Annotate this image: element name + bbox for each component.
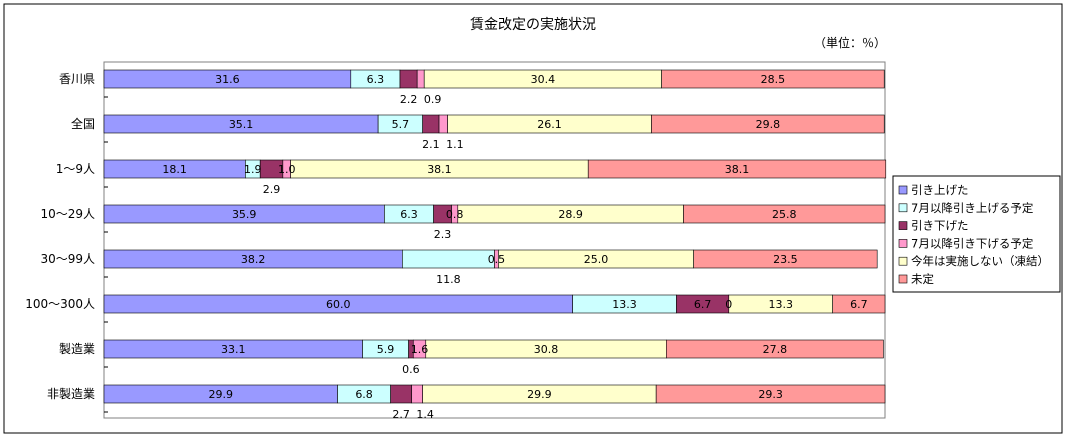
bar-segment bbox=[661, 69, 885, 89]
data-label: 38.2 bbox=[241, 253, 266, 266]
data-label: 0 bbox=[725, 298, 732, 311]
legend-entry: 7月以降引き下げる予定 bbox=[911, 236, 1034, 250]
bar-segment bbox=[587, 159, 887, 179]
data-label: 18.1 bbox=[162, 163, 187, 176]
legend-box bbox=[892, 175, 1061, 293]
unit-label: （単位：％） bbox=[814, 35, 886, 50]
data-label: 1.4 bbox=[416, 408, 434, 421]
data-label: 2.7 bbox=[392, 408, 410, 421]
category-label: 非製造業 bbox=[47, 387, 95, 401]
data-label: 29.9 bbox=[209, 388, 234, 401]
chart-title: 賃金改定の実施状況 bbox=[470, 17, 596, 33]
bar-segment bbox=[438, 114, 448, 134]
data-label: 2.3 bbox=[434, 228, 452, 241]
data-label: 29.3 bbox=[758, 388, 783, 401]
data-label: 25.0 bbox=[584, 253, 609, 266]
data-label: 30.8 bbox=[534, 343, 559, 356]
data-label: 6.7 bbox=[850, 298, 868, 311]
data-label: 38.1 bbox=[427, 163, 452, 176]
category-label: 100～300人 bbox=[25, 297, 95, 311]
category-label: 香川県 bbox=[59, 72, 95, 86]
data-label: 27.8 bbox=[763, 343, 788, 356]
legend-entry: 未定 bbox=[911, 272, 934, 286]
legend-swatch bbox=[898, 203, 908, 213]
data-label: 29.9 bbox=[527, 388, 552, 401]
data-label: 29.8 bbox=[756, 118, 781, 131]
data-label: 28.5 bbox=[761, 73, 786, 86]
bar-segment bbox=[651, 114, 885, 134]
legend-entry: 引き下げた bbox=[911, 219, 969, 233]
bar-segment bbox=[416, 69, 425, 89]
legend-entry: 引き上げた bbox=[911, 183, 969, 197]
data-label: 2.9 bbox=[263, 183, 281, 196]
bar-segment bbox=[411, 384, 423, 404]
bar-segment bbox=[402, 249, 495, 269]
data-labels: 31.6 6.3 30.4 28.5 2.2 0.9 35.1 5.7 26.1 29.8 2.1 1… bbox=[162, 73, 867, 421]
legend-swatch bbox=[898, 221, 908, 230]
data-label: 1.9 bbox=[244, 163, 262, 176]
data-label: 38.1 bbox=[725, 163, 750, 176]
bars bbox=[103, 69, 887, 404]
data-label: 2.2 bbox=[400, 93, 418, 106]
category-label: 1～9人 bbox=[56, 162, 95, 176]
legend-swatch bbox=[898, 256, 908, 266]
data-label: 30.4 bbox=[531, 73, 556, 86]
data-label: 26.1 bbox=[537, 118, 562, 131]
data-label: 6.3 bbox=[367, 73, 385, 86]
bar-segment bbox=[399, 69, 418, 89]
bar-segment bbox=[666, 339, 884, 359]
data-label: 35.9 bbox=[232, 208, 257, 221]
bar-segment bbox=[390, 384, 413, 404]
legend-entry: 7月以降引き上げる予定 bbox=[911, 201, 1034, 215]
bar-segment bbox=[683, 204, 886, 224]
category-label: 10～29人 bbox=[40, 207, 95, 221]
data-label: 31.6 bbox=[215, 73, 240, 86]
bar-segment bbox=[655, 384, 886, 404]
data-label: 2.1 bbox=[422, 138, 440, 151]
category-label: 30～99人 bbox=[40, 252, 95, 266]
data-label: 1.1 bbox=[446, 138, 464, 151]
data-label: 0.5 bbox=[488, 253, 506, 266]
data-label: 1.0 bbox=[278, 163, 296, 176]
data-label: 13.3 bbox=[612, 298, 637, 311]
data-label: 6.7 bbox=[694, 298, 712, 311]
legend-swatch bbox=[898, 274, 908, 284]
bar-segment bbox=[422, 114, 440, 134]
data-label: 6.8 bbox=[355, 388, 373, 401]
data-label: 11.8 bbox=[436, 273, 461, 286]
legend-swatch bbox=[898, 239, 908, 248]
legend-swatch bbox=[898, 185, 908, 195]
data-label: 6.3 bbox=[400, 208, 418, 221]
bar-segment bbox=[832, 294, 886, 314]
data-label: 33.1 bbox=[221, 343, 246, 356]
category-label: 製造業 bbox=[59, 342, 95, 356]
data-label: 28.9 bbox=[558, 208, 583, 221]
data-label: 23.5 bbox=[773, 253, 798, 266]
bar-segment bbox=[693, 249, 878, 269]
data-label: 0.9 bbox=[424, 93, 442, 106]
data-label: 35.1 bbox=[229, 118, 254, 131]
data-label: 5.7 bbox=[392, 118, 410, 131]
data-label: 25.8 bbox=[772, 208, 797, 221]
category-label: 全国 bbox=[71, 116, 95, 131]
data-label: 1.6 bbox=[411, 343, 429, 356]
data-label: 13.3 bbox=[768, 298, 793, 311]
data-label: 0.6 bbox=[402, 363, 420, 376]
data-label: 5.9 bbox=[377, 343, 395, 356]
legend-entry: 今年は実施しない（凍結） bbox=[911, 254, 1049, 268]
data-label: 60.0 bbox=[326, 298, 351, 311]
data-label: 0.8 bbox=[446, 208, 464, 221]
